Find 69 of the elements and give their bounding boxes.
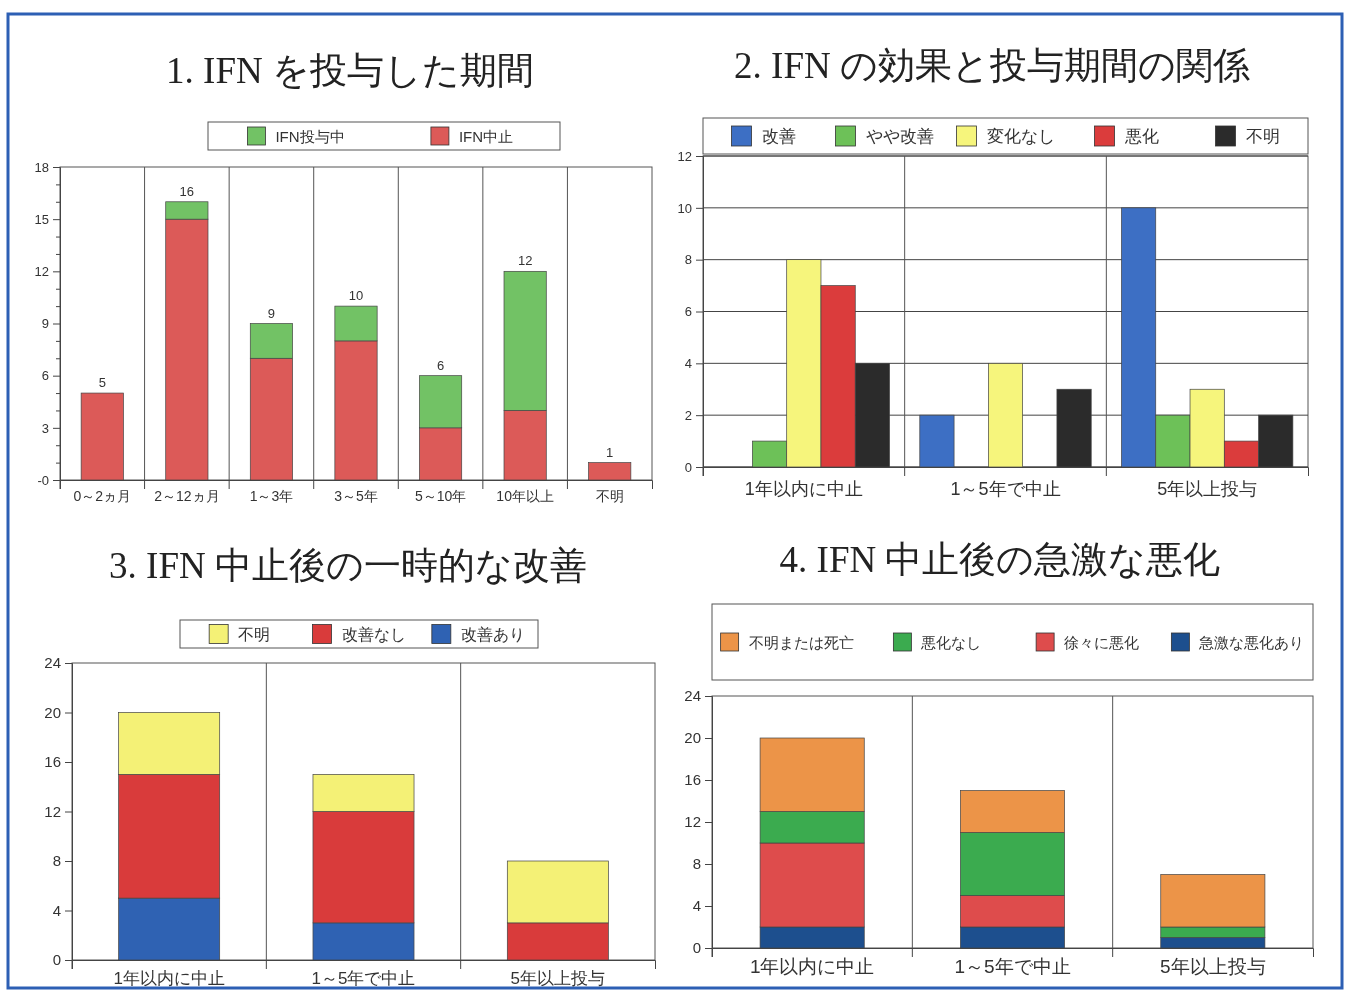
x-tick-label: 1～5年で中止 <box>954 956 1071 978</box>
total-label: 1 <box>606 444 614 460</box>
legend-label: 不明または死亡 <box>748 633 854 651</box>
chart-title: 4. IFN 中止後の急激な悪化 <box>779 539 1221 580</box>
legend-label: 不明 <box>1245 126 1280 146</box>
x-tick-label: 0～2ヵ月 <box>73 487 132 504</box>
total-label: 6 <box>436 357 445 373</box>
legend-label: 徐々に悪化 <box>1064 633 1140 651</box>
x-tick-label: 2～12ヵ月 <box>154 487 220 504</box>
chart-title: 1. IFN を投与した期間 <box>166 50 534 91</box>
legend-label: 変化なし <box>986 126 1055 146</box>
y-tick-label: 6 <box>41 368 49 384</box>
y-tick-label: 18 <box>34 159 49 175</box>
y-tick-label: 9 <box>41 316 49 332</box>
y-tick-label: 10 <box>677 200 692 216</box>
y-tick-label: -0 <box>37 472 49 488</box>
y-tick-label: 8 <box>692 855 701 873</box>
y-tick-label: 12 <box>684 813 701 831</box>
total-label: 9 <box>267 305 276 321</box>
x-tick-label: 3～5年 <box>334 487 378 504</box>
chart-title: 3. IFN 中止後の一時的な改善 <box>109 545 587 586</box>
total-label: 16 <box>179 183 195 199</box>
y-tick-label: 0 <box>684 459 692 475</box>
y-tick-label: 8 <box>684 252 692 268</box>
total-label: 10 <box>348 288 364 304</box>
y-tick-label: 3 <box>41 420 49 436</box>
legend-label: やや改善 <box>865 126 934 146</box>
y-tick-label: 4 <box>684 355 692 371</box>
x-tick-label: 10年以上 <box>496 487 554 504</box>
y-tick-label: 0 <box>692 939 701 957</box>
y-tick-label: 24 <box>684 687 701 705</box>
y-tick-label: 15 <box>34 211 49 227</box>
legend-label: 急激な悪化あり <box>1198 633 1305 651</box>
legend-label: 悪化なし <box>920 633 982 651</box>
x-tick-label: 5年以上投与 <box>1157 478 1258 499</box>
legend-label: 悪化 <box>1123 126 1159 146</box>
legend-label: 改善あり <box>460 625 525 643</box>
legend-label: IFN投与中 <box>275 127 345 145</box>
y-tick-label: 4 <box>52 901 61 919</box>
y-tick-label: 6 <box>684 304 692 320</box>
y-tick-label: 0 <box>52 951 61 969</box>
total-label: 5 <box>98 375 106 391</box>
y-tick-label: 24 <box>44 654 61 672</box>
y-tick-label: 12 <box>44 802 61 820</box>
y-tick-label: 2 <box>684 407 692 423</box>
y-tick-label: 8 <box>52 852 61 870</box>
legend-label: 不明 <box>238 625 271 643</box>
legend-label: 改善 <box>761 126 796 146</box>
x-tick-label: 1～5年で中止 <box>950 478 1061 499</box>
x-tick-label: 1年以内に中止 <box>749 956 875 978</box>
y-tick-label: 4 <box>692 897 701 915</box>
x-tick-label: 1年以内に中止 <box>113 969 225 989</box>
y-tick-label: 12 <box>677 148 692 164</box>
chart-title: 2. IFN の効果と投与期間の関係 <box>734 45 1250 86</box>
x-tick-label: 1～5年で中止 <box>311 969 416 989</box>
x-tick-label: 5～10年 <box>414 487 467 504</box>
y-tick-label: 16 <box>684 771 701 789</box>
y-tick-label: 16 <box>44 753 61 771</box>
y-tick-label: 12 <box>34 263 49 279</box>
legend-label: 改善なし <box>341 625 406 643</box>
legend-label: IFN中止 <box>458 127 514 145</box>
x-tick-label: 不明 <box>595 487 624 504</box>
x-tick-label: 5年以上投与 <box>1160 956 1266 978</box>
total-label: 12 <box>517 253 533 269</box>
y-tick-label: 20 <box>44 703 61 721</box>
y-tick-label: 20 <box>684 729 701 747</box>
x-tick-label: 1年以内に中止 <box>744 478 863 499</box>
x-tick-label: 5年以上投与 <box>510 969 606 989</box>
x-tick-label: 1～3年 <box>249 487 294 504</box>
